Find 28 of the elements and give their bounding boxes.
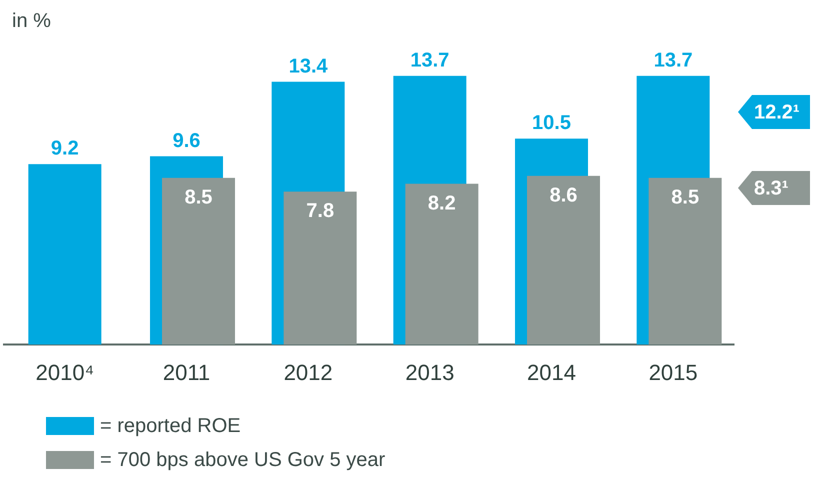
- bar: [28, 164, 102, 345]
- data-label: 13.7: [654, 49, 693, 72]
- x-tick-label: 2012: [284, 360, 333, 385]
- legend-label: = reported ROE: [100, 414, 241, 438]
- data-label: 8.2: [428, 192, 456, 214]
- data-label: 10.5: [532, 112, 571, 134]
- bar: [405, 184, 478, 345]
- x-tick-label: 2014: [527, 360, 576, 385]
- bar: [162, 178, 235, 345]
- x-tick-label: 2015: [648, 360, 698, 385]
- x-tick-label: 2010⁴: [36, 360, 94, 385]
- data-label: 9.6: [172, 130, 200, 152]
- bar: [527, 176, 600, 345]
- x-tick-label: 2011: [162, 360, 210, 385]
- data-label: 9.2: [50, 138, 79, 160]
- data-label: 8.5: [184, 186, 212, 208]
- text: 8.3¹: [754, 178, 789, 200]
- y-axis-title: in %: [12, 10, 51, 33]
- data-label: 13.4: [288, 55, 328, 78]
- x-tick-label: 2013: [405, 360, 454, 385]
- legend-label: = 700 bps above US Gov 5 year: [100, 448, 386, 472]
- bar: [648, 178, 722, 345]
- data-label: 13.7: [410, 49, 450, 72]
- text: 12.2¹: [754, 102, 800, 124]
- data-label: 7.8: [306, 200, 334, 222]
- data-label: 8.6: [550, 184, 578, 206]
- data-label: 8.5: [671, 186, 700, 208]
- bar: [284, 192, 357, 345]
